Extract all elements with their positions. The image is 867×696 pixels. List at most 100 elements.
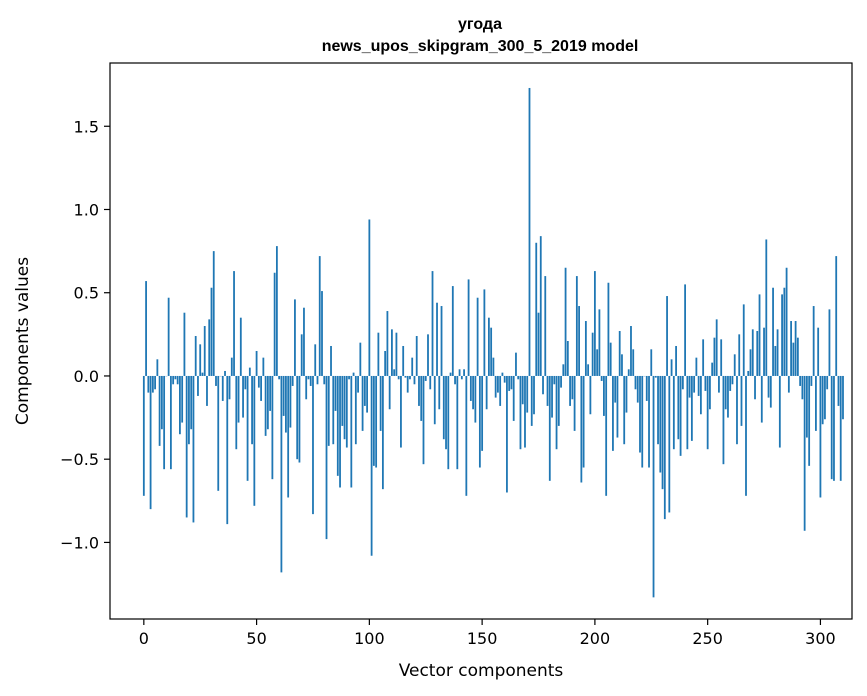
bar — [499, 375, 502, 406]
bar — [718, 375, 720, 393]
bar — [738, 334, 741, 376]
bar — [535, 242, 538, 376]
bar — [377, 332, 380, 376]
bar — [727, 375, 729, 418]
x-tick-label: 250 — [692, 629, 723, 648]
bar — [677, 375, 680, 440]
bars-group — [142, 87, 844, 598]
bar — [203, 326, 206, 376]
bar — [742, 304, 745, 376]
bar — [724, 375, 727, 410]
bar — [235, 375, 238, 450]
bar — [697, 375, 700, 396]
bar — [803, 375, 806, 531]
bar — [460, 375, 463, 380]
bar — [352, 372, 355, 376]
bar — [560, 375, 562, 388]
bar — [760, 375, 763, 423]
bar — [494, 375, 497, 398]
bar — [381, 375, 384, 490]
bar — [625, 375, 628, 413]
bar — [447, 375, 450, 470]
bar — [467, 279, 470, 376]
bar — [271, 375, 274, 480]
bar — [663, 375, 666, 520]
bar — [280, 375, 283, 573]
y-tick-label: −1.0 — [60, 533, 99, 552]
bar — [533, 375, 535, 415]
bar — [828, 309, 831, 376]
bar — [639, 375, 641, 453]
bar — [603, 375, 605, 416]
bar — [438, 375, 441, 410]
bar — [740, 375, 743, 426]
bar — [605, 375, 608, 496]
bar — [636, 375, 639, 403]
bar — [266, 375, 269, 430]
bar — [578, 306, 580, 376]
bar — [273, 272, 276, 376]
bar — [217, 375, 220, 491]
bar — [598, 309, 601, 376]
bar — [458, 369, 461, 376]
bar — [183, 312, 186, 376]
bar — [388, 375, 391, 410]
bar — [787, 375, 790, 393]
bar — [593, 271, 596, 376]
bar — [239, 317, 242, 376]
bar — [544, 276, 547, 376]
bar — [630, 326, 632, 376]
bar — [607, 282, 610, 376]
bar — [758, 294, 761, 376]
bar — [497, 375, 499, 393]
bar — [451, 286, 454, 376]
bar — [363, 375, 366, 406]
bar — [309, 375, 312, 386]
bar — [442, 375, 445, 440]
bar — [300, 334, 303, 376]
bar — [145, 281, 147, 376]
bar — [515, 352, 517, 376]
bar — [562, 364, 565, 376]
bar — [584, 321, 587, 376]
bar — [781, 294, 783, 376]
x-axis-ticks: 0 50 100 150 200 250 300 — [139, 619, 836, 648]
bar — [289, 375, 292, 428]
bar — [230, 357, 233, 376]
bar — [427, 334, 429, 376]
bar — [142, 375, 145, 496]
bar — [485, 375, 488, 410]
x-tick-label: 0 — [139, 629, 149, 648]
bar — [711, 362, 714, 376]
bar — [436, 302, 438, 376]
bar — [530, 375, 533, 426]
bar — [805, 375, 808, 438]
bar — [754, 375, 756, 400]
bar — [826, 375, 829, 390]
bar — [294, 299, 296, 376]
bar — [589, 375, 592, 415]
bar — [199, 344, 202, 376]
bar — [503, 375, 506, 383]
bar — [747, 370, 750, 376]
bar — [312, 375, 314, 515]
bar — [210, 287, 213, 376]
bar — [449, 372, 452, 376]
bar — [580, 375, 583, 483]
bar — [262, 357, 265, 376]
bar — [713, 337, 716, 376]
bar — [433, 375, 436, 425]
bar — [454, 375, 456, 385]
bar — [463, 369, 465, 376]
bar — [251, 375, 253, 445]
bar — [411, 357, 414, 376]
bar — [278, 375, 281, 380]
bar — [729, 375, 732, 391]
bar — [517, 375, 520, 380]
bar — [731, 375, 734, 385]
bar — [303, 307, 305, 376]
y-tick-label: 0.5 — [74, 284, 99, 303]
bar — [524, 375, 526, 448]
bar — [298, 375, 301, 463]
bar — [684, 284, 686, 376]
